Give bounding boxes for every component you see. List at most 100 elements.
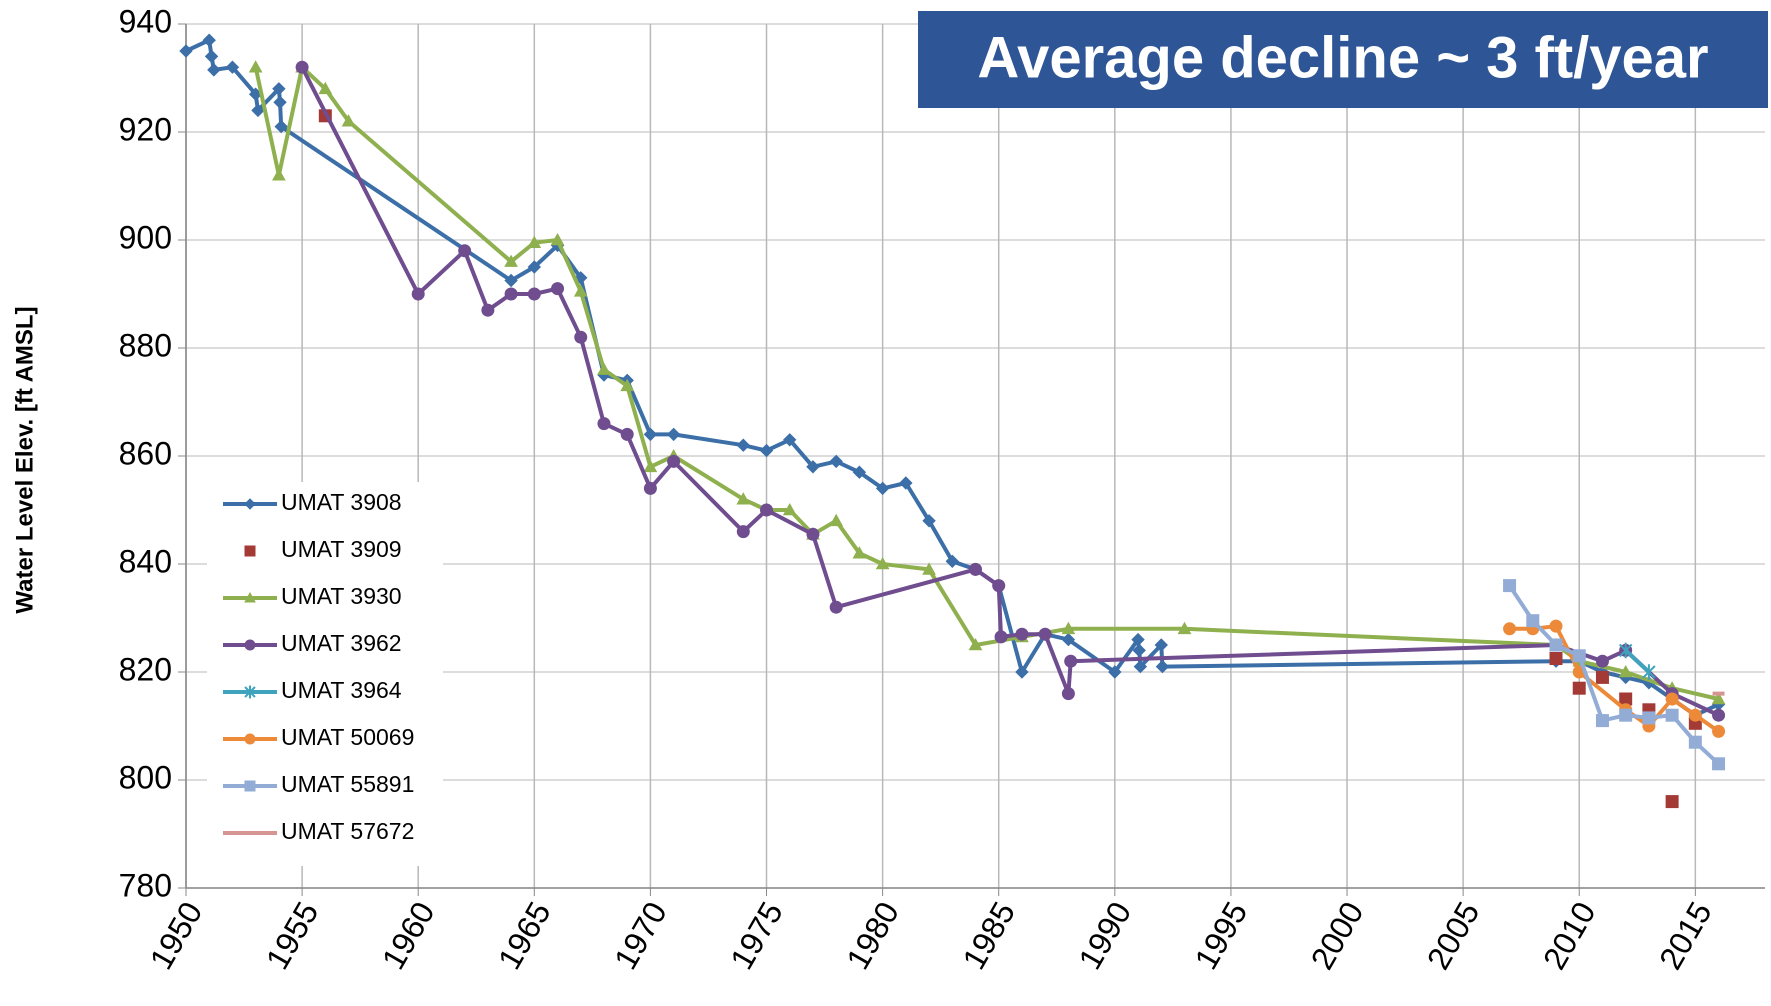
marker (573, 284, 588, 297)
marker (1595, 670, 1609, 684)
legend-label: UMAT 3909 (281, 536, 402, 562)
y-tick-label: 920 (119, 111, 172, 147)
marker (620, 427, 634, 441)
marker (1642, 664, 1656, 680)
marker (620, 378, 635, 392)
series (179, 33, 1726, 722)
marker (667, 454, 681, 468)
marker (1132, 643, 1146, 658)
marker (318, 81, 333, 95)
marker (1618, 664, 1633, 678)
marker (504, 254, 518, 267)
marker (899, 476, 913, 490)
marker (1549, 652, 1563, 665)
marker (244, 639, 256, 651)
marker (736, 525, 750, 539)
marker (527, 235, 542, 248)
legend: UMAT 3908 UMAT 3909 UMAT 3930 UMAT 3962 UMAT… (207, 482, 443, 866)
marker (1572, 681, 1586, 695)
marker (1154, 638, 1168, 652)
marker (1015, 665, 1029, 679)
marker (852, 465, 867, 479)
y-tick-label: 860 (119, 435, 172, 471)
marker (783, 433, 797, 447)
marker (341, 114, 356, 127)
marker (251, 103, 265, 118)
marker (759, 443, 774, 458)
marker (829, 454, 843, 469)
marker (1503, 622, 1517, 636)
y-axis-label: Water Level Elev. [ft AMSL] (11, 306, 38, 613)
series (1618, 642, 1656, 680)
legend-label: UMAT 3930 (281, 583, 402, 609)
marker (1642, 711, 1656, 725)
x-tick-label: 1965 (491, 896, 558, 976)
x-tick-label: 1985 (955, 896, 1022, 976)
marker (1064, 654, 1078, 668)
marker (244, 733, 256, 745)
marker (597, 362, 611, 375)
marker (244, 545, 256, 557)
marker (1503, 579, 1517, 593)
marker (1061, 687, 1075, 701)
marker (1155, 659, 1170, 674)
marker (1549, 638, 1563, 652)
x-tick-label: 1955 (259, 896, 326, 976)
series-line (1507, 584, 1720, 766)
marker (1688, 708, 1702, 722)
marker (1015, 627, 1029, 641)
marker (875, 481, 890, 496)
marker (922, 514, 936, 528)
x-tick-label: 1960 (375, 896, 442, 976)
marker (969, 562, 982, 576)
marker (736, 492, 751, 505)
marker (274, 119, 288, 134)
marker (1595, 654, 1609, 668)
marker (202, 33, 216, 47)
marker (1712, 708, 1726, 722)
y-tick-label: 820 (119, 651, 172, 687)
y-tick-label: 840 (119, 543, 172, 579)
x-tick-label: 1975 (723, 896, 790, 976)
marker (1619, 708, 1633, 722)
y-tick-label: 900 (119, 219, 172, 255)
marker (736, 438, 751, 452)
marker (1177, 621, 1192, 635)
marker (829, 513, 844, 527)
marker (1688, 735, 1702, 749)
marker (179, 44, 193, 58)
marker (1665, 708, 1679, 722)
marker (527, 260, 542, 274)
x-tick-label: 1990 (1071, 896, 1138, 976)
marker (643, 481, 657, 495)
x-tick-label: 1995 (1188, 896, 1255, 976)
series (1503, 579, 1726, 771)
marker (244, 591, 256, 603)
legend-label: UMAT 57672 (281, 818, 414, 844)
marker (504, 273, 518, 288)
legend-label: UMAT 50069 (281, 724, 414, 750)
series-line (253, 65, 1720, 701)
series (295, 60, 1726, 722)
x-tick-label: 1970 (607, 896, 674, 976)
marker (550, 232, 565, 246)
marker (1665, 795, 1679, 809)
marker (1712, 757, 1726, 771)
marker (1711, 691, 1726, 705)
x-tick-label: 2010 (1536, 896, 1603, 976)
marker (244, 780, 256, 792)
y-tick-label: 780 (119, 867, 172, 903)
x-tick-label: 2015 (1652, 896, 1719, 976)
series (248, 60, 1726, 705)
marker (806, 527, 820, 541)
marker (643, 459, 658, 473)
marker (1665, 692, 1679, 706)
marker (481, 303, 495, 317)
series-line (300, 66, 1720, 718)
marker (574, 330, 588, 344)
marker (782, 502, 797, 516)
y-tick-label: 940 (119, 3, 172, 39)
marker (204, 49, 219, 64)
marker (1526, 614, 1540, 628)
marker (273, 95, 287, 110)
